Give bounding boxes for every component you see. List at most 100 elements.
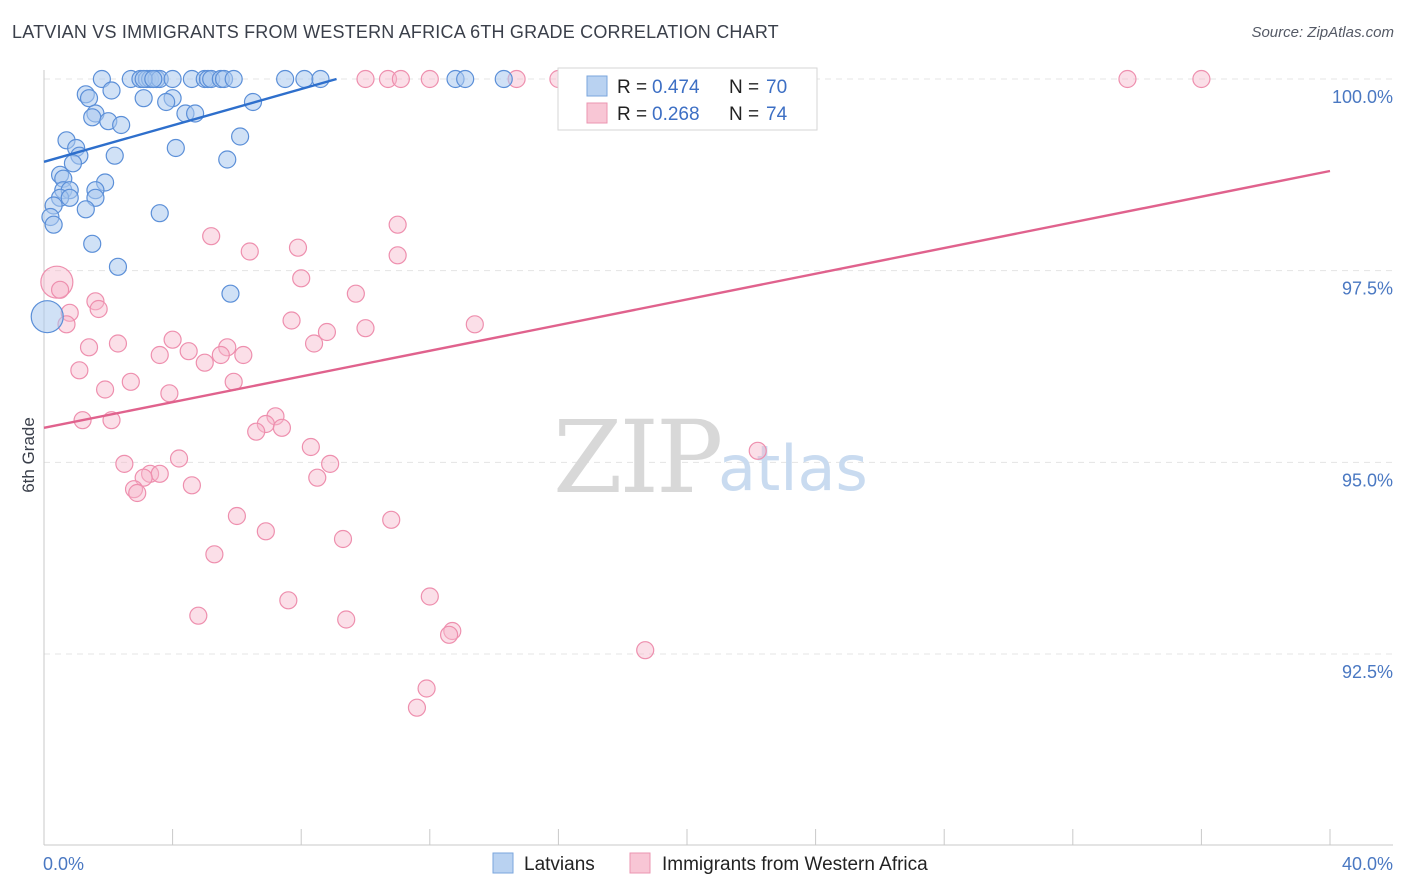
legend-n-label-pink: N = xyxy=(729,104,759,125)
point-immigrants-29 xyxy=(304,334,324,353)
y-tick-label-0: 92.5% xyxy=(1342,662,1393,682)
source-label: Source: ZipAtlas.com xyxy=(1251,24,1394,41)
point-latvians-18 xyxy=(295,69,314,89)
point-immigrants-17 xyxy=(50,280,70,299)
point-immigrants-70 xyxy=(439,625,459,644)
bottom-legend-swatch-latvians xyxy=(492,852,514,874)
point-immigrants-23 xyxy=(465,315,484,334)
point-immigrants-42 xyxy=(266,407,285,426)
point-immigrants-38 xyxy=(121,372,140,391)
y-tick-labels: 92.5% 95.0% 97.5% 100.0% xyxy=(1332,87,1393,682)
point-immigrants-65 xyxy=(279,591,298,610)
bottom-legend: Latvians Immigrants from Western Africa xyxy=(492,852,928,875)
point-immigrants-12 xyxy=(288,238,308,257)
legend-n-value-blue: 70 xyxy=(766,77,787,98)
point-latvians-55 xyxy=(150,204,169,223)
point-immigrants-57 xyxy=(182,476,201,495)
y-tick-label-1: 95.0% xyxy=(1342,470,1393,490)
point-immigrants-18 xyxy=(346,284,365,303)
bottom-legend-swatch-immigrants xyxy=(629,852,651,874)
legend-r-label-blue: R = xyxy=(617,77,647,98)
point-immigrants-34 xyxy=(234,345,253,365)
point-immigrants-56 xyxy=(308,468,327,487)
chart-title: LATVIAN VS IMMIGRANTS FROM WESTERN AFRIC… xyxy=(12,22,779,42)
legend-r-value-pink: 0.268 xyxy=(652,104,700,125)
series-immigrants-western-africa xyxy=(40,69,1211,717)
bottom-legend-immigrants: Immigrants from Western Africa xyxy=(662,854,928,875)
point-latvians-21 xyxy=(456,69,475,89)
point-immigrants-25 xyxy=(356,319,375,338)
point-immigrants-67 xyxy=(189,606,208,625)
point-latvians-38 xyxy=(166,138,185,158)
trend-line-latvians xyxy=(43,77,337,163)
point-latvians-39 xyxy=(231,127,250,146)
point-latvians-8 xyxy=(144,69,163,89)
point-latvians-41 xyxy=(105,146,124,165)
y-tick-label-3: 100.0% xyxy=(1332,87,1393,107)
point-immigrants-63 xyxy=(333,529,353,549)
point-immigrants-2 xyxy=(391,69,410,89)
legend-swatch-pink xyxy=(586,102,608,124)
point-latvians-33 xyxy=(112,115,131,135)
point-immigrants-22 xyxy=(282,311,301,330)
point-immigrants-46 xyxy=(272,418,292,437)
point-immigrants-11 xyxy=(202,227,221,246)
point-latvians-54 xyxy=(76,200,95,219)
axes xyxy=(43,70,1393,846)
point-latvians-23 xyxy=(102,81,121,100)
legend-r-label-pink: R = xyxy=(617,104,647,125)
point-immigrants-14 xyxy=(388,246,407,265)
point-latvians-22 xyxy=(494,69,513,89)
legend-n-label-blue: N = xyxy=(729,77,759,98)
legend-swatch-blue xyxy=(586,75,608,97)
point-latvians-9 xyxy=(163,69,182,89)
point-latvians-26 xyxy=(134,89,153,108)
point-immigrants-71 xyxy=(636,641,655,660)
point-immigrants-72 xyxy=(417,679,436,698)
point-immigrants-8 xyxy=(1118,69,1137,89)
bottom-legend-latvians: Latvians xyxy=(524,854,595,875)
point-immigrants-36 xyxy=(195,353,214,372)
trend-lines xyxy=(43,77,1331,430)
point-immigrants-28 xyxy=(108,334,128,353)
point-latvians-28 xyxy=(157,92,176,112)
point-immigrants-13 xyxy=(240,242,259,261)
point-latvians-51 xyxy=(60,188,79,207)
point-immigrants-1 xyxy=(378,69,398,89)
point-latvians-25 xyxy=(79,89,99,108)
point-immigrants-60 xyxy=(227,506,246,526)
watermark-atlas: atlas xyxy=(718,432,868,505)
point-immigrants-3 xyxy=(420,69,439,89)
point-immigrants-68 xyxy=(337,610,356,629)
point-immigrants-0 xyxy=(356,69,375,89)
point-immigrants-30 xyxy=(79,338,99,357)
point-latvians-59 xyxy=(108,257,128,276)
point-immigrants-73 xyxy=(407,698,427,717)
point-immigrants-20 xyxy=(89,299,108,319)
y-axis-label: 6th Grade xyxy=(19,417,38,493)
point-immigrants-51 xyxy=(115,454,134,473)
point-latvians-16 xyxy=(224,69,243,89)
point-immigrants-40 xyxy=(95,380,115,399)
point-latvians-58 xyxy=(83,234,102,253)
point-latvians-61 xyxy=(30,300,64,334)
point-immigrants-10 xyxy=(388,215,407,234)
point-latvians-57 xyxy=(44,215,63,234)
point-immigrants-48 xyxy=(301,437,320,457)
point-immigrants-37 xyxy=(70,361,89,380)
point-immigrants-64 xyxy=(205,545,224,564)
point-immigrants-47 xyxy=(247,422,266,441)
point-immigrants-32 xyxy=(179,342,198,361)
point-immigrants-66 xyxy=(420,587,439,606)
point-latvians-60 xyxy=(221,284,240,303)
series-latvians xyxy=(30,69,513,334)
point-immigrants-9 xyxy=(1192,69,1211,89)
point-immigrants-35 xyxy=(211,345,230,365)
point-immigrants-59 xyxy=(128,483,147,503)
point-immigrants-52 xyxy=(321,454,340,473)
legend-r-value-blue: 0.474 xyxy=(652,77,700,98)
trend-line-immigrants xyxy=(43,169,1331,430)
point-immigrants-27 xyxy=(163,330,182,349)
point-immigrants-33 xyxy=(150,345,169,365)
